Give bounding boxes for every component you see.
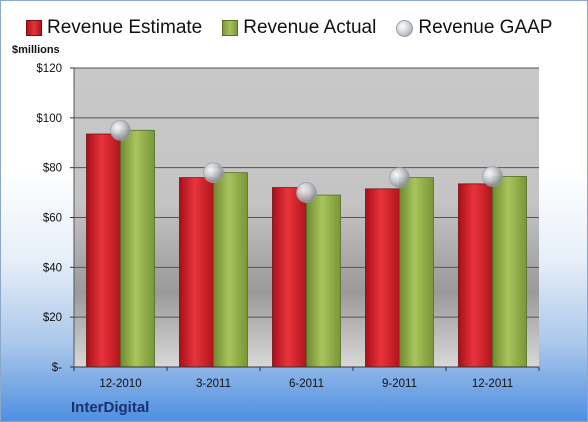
legend-marker-gaap: [396, 19, 414, 37]
y-tick-label: $40: [43, 262, 62, 274]
y-axis-unit-label: $millions: [12, 44, 60, 56]
y-tick-label: $80: [43, 163, 62, 175]
bar-estimate-9-2011: [365, 188, 400, 368]
gaap-marker-9-2011: [389, 167, 410, 189]
legend-swatch-estimate: [26, 20, 42, 36]
bar-estimate-12-2011: [458, 183, 493, 368]
x-tick-label: 6-2011: [289, 378, 324, 390]
x-axis-ticks: 12-2010 3-2011 6-2011 9-2011 12-2011: [73, 366, 540, 390]
bar-actual-12-2011: [492, 175, 527, 368]
y-tick-label: $120: [36, 63, 62, 75]
legend: Revenue Estimate Revenue Actual Revenue …: [26, 17, 572, 39]
y-tick-label: $60: [43, 213, 62, 225]
gaap-marker-12-2011: [482, 165, 503, 187]
y-axis-ticks: $- $20 $40 $60 $80 $100 $120: [36, 63, 74, 374]
y-tick-label: $100: [36, 113, 62, 125]
gaap-marker-12-2010: [110, 119, 131, 141]
legend-swatch-actual: [222, 20, 239, 36]
bar-actual-3-2011: [213, 172, 248, 368]
x-tick-label: 3-2011: [196, 378, 231, 390]
gaap-markers: [110, 119, 503, 203]
x-tick-label: 12-2010: [99, 378, 141, 390]
bar-actual-12-2010: [120, 129, 155, 368]
y-tick-label: $-: [52, 362, 62, 374]
bar-actual-6-2011: [306, 194, 341, 368]
company-label: InterDigital: [71, 399, 150, 416]
gaap-marker-6-2011: [296, 182, 317, 203]
bar-actual-9-2011: [399, 177, 434, 368]
bars: [86, 129, 527, 368]
legend-label-actual: Revenue Actual: [243, 17, 377, 38]
gaap-marker-3-2011: [203, 162, 224, 184]
bar-estimate-12-2010: [86, 133, 121, 368]
bar-estimate-3-2011: [179, 177, 214, 368]
y-tick-label: $20: [43, 312, 62, 324]
legend-item-actual: Revenue Actual: [222, 17, 376, 39]
legend-item-gaap: Revenue GAAP: [396, 17, 552, 39]
legend-item-estimate: Revenue Estimate: [26, 17, 202, 39]
bar-estimate-6-2011: [272, 187, 307, 368]
x-tick-label: 9-2011: [382, 378, 417, 390]
x-tick-label: 12-2011: [472, 378, 513, 390]
legend-label-gaap: Revenue GAAP: [418, 17, 553, 38]
legend-label-estimate: Revenue Estimate: [47, 17, 203, 38]
